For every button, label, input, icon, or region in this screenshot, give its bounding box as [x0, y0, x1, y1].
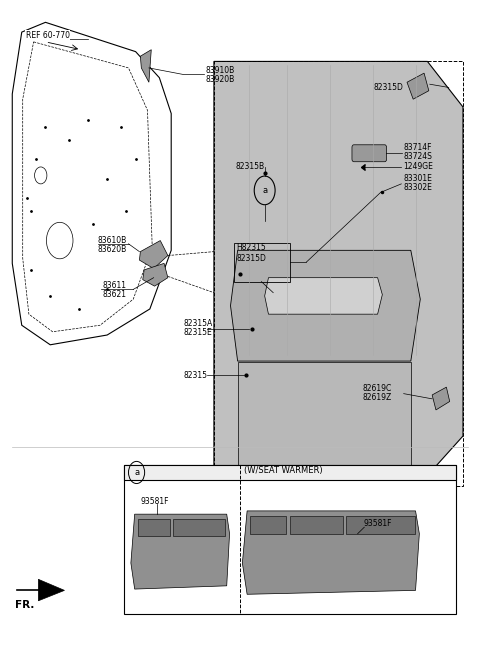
Text: 83302E: 83302E	[404, 183, 432, 193]
Text: 82315D: 82315D	[236, 254, 266, 263]
Bar	[124, 465, 456, 480]
Text: 82315E: 82315E	[183, 328, 212, 337]
Polygon shape	[238, 363, 411, 468]
Polygon shape	[140, 50, 151, 82]
Text: H82315: H82315	[236, 243, 266, 252]
Text: 93581F: 93581F	[140, 497, 169, 506]
Polygon shape	[290, 516, 343, 533]
Text: 83920B: 83920B	[206, 75, 235, 84]
Polygon shape	[432, 387, 450, 410]
Text: (W/SEAT WARMER): (W/SEAT WARMER)	[244, 466, 323, 475]
Polygon shape	[230, 250, 420, 361]
Text: a: a	[134, 468, 139, 477]
Text: 83724S: 83724S	[404, 152, 432, 161]
Bar	[214, 61, 463, 486]
Polygon shape	[407, 73, 429, 99]
FancyBboxPatch shape	[352, 145, 386, 162]
Text: 1249GE: 1249GE	[404, 162, 433, 171]
Text: 82315A: 82315A	[183, 319, 212, 328]
Polygon shape	[264, 278, 383, 314]
Text: REF 60-770: REF 60-770	[25, 31, 70, 40]
Text: 83910B: 83910B	[206, 66, 235, 75]
Text: 83301E: 83301E	[404, 174, 432, 183]
Polygon shape	[131, 514, 229, 589]
Polygon shape	[38, 579, 64, 600]
Text: 83714F: 83714F	[404, 143, 432, 152]
Bar	[234, 242, 290, 282]
Text: 82315: 82315	[183, 371, 207, 380]
Text: 82315B: 82315B	[235, 162, 264, 171]
Text: a: a	[262, 186, 267, 195]
Polygon shape	[346, 516, 415, 533]
Polygon shape	[138, 519, 170, 535]
Polygon shape	[139, 240, 168, 269]
Text: 83611: 83611	[102, 281, 126, 290]
Polygon shape	[242, 511, 420, 595]
Polygon shape	[214, 61, 463, 486]
Text: 82619Z: 82619Z	[362, 393, 392, 402]
Polygon shape	[143, 263, 168, 286]
Text: 93581F: 93581F	[363, 520, 392, 528]
Polygon shape	[173, 519, 225, 535]
Polygon shape	[251, 516, 287, 533]
Bar	[124, 465, 456, 614]
Text: 82619C: 82619C	[362, 384, 392, 393]
Text: FR.: FR.	[14, 600, 34, 610]
Text: 82315D: 82315D	[374, 83, 404, 92]
Text: 83610B: 83610B	[97, 236, 127, 245]
Text: 83620B: 83620B	[97, 245, 127, 254]
Text: 83621: 83621	[102, 290, 126, 299]
